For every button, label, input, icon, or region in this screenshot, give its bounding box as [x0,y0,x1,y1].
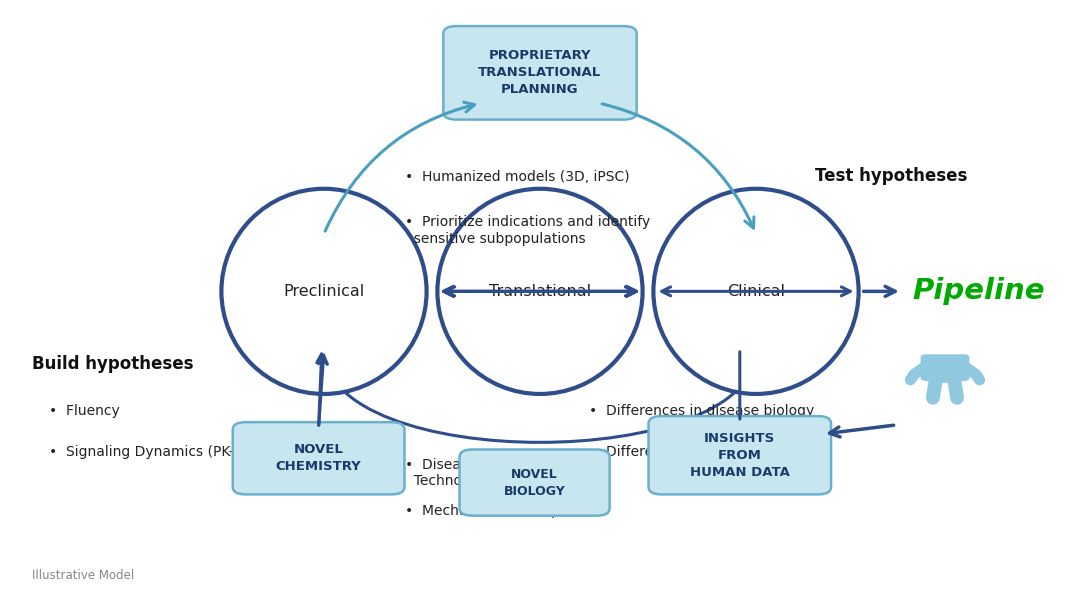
FancyBboxPatch shape [443,26,636,120]
Ellipse shape [653,189,859,394]
Text: •  Disease Cancelling
  Technology: • Disease Cancelling Technology [405,458,553,489]
Text: INSIGHTS
FROM
HUMAN DATA: INSIGHTS FROM HUMAN DATA [690,432,789,479]
FancyArrowPatch shape [446,287,634,296]
FancyArrowPatch shape [603,104,754,228]
FancyBboxPatch shape [460,449,609,516]
FancyArrowPatch shape [444,287,636,296]
Text: •  Differences in disease biology: • Differences in disease biology [589,404,814,418]
FancyArrowPatch shape [864,287,895,296]
FancyArrowPatch shape [444,287,636,296]
FancyBboxPatch shape [920,354,970,381]
FancyArrowPatch shape [316,354,326,425]
Text: NOVEL
CHEMISTRY: NOVEL CHEMISTRY [275,443,362,473]
Text: Pipeline: Pipeline [913,277,1045,305]
FancyBboxPatch shape [940,368,950,371]
Ellipse shape [926,373,964,383]
Ellipse shape [934,362,956,375]
Text: •  Mechanisms of response: • Mechanisms of response [405,504,593,518]
Text: •  Fluency: • Fluency [49,404,120,418]
FancyArrowPatch shape [325,102,474,231]
Text: NOVEL
BIOLOGY: NOVEL BIOLOGY [503,467,566,498]
Text: PROPRIETARY
TRANSLATIONAL
PLANNING: PROPRIETARY TRANSLATIONAL PLANNING [478,49,602,97]
Ellipse shape [221,189,427,394]
Text: •  Differences in drug response: • Differences in drug response [589,445,806,459]
Text: •  Signaling Dynamics (PK-driven): • Signaling Dynamics (PK-driven) [49,445,283,459]
Text: •  Prioritize indications and identify
  sensitive subpopulations: • Prioritize indications and identify se… [405,215,650,246]
Text: Build hypotheses: Build hypotheses [32,355,194,373]
Text: Clinical: Clinical [727,284,785,299]
Text: Preclinical: Preclinical [283,284,365,299]
Text: Illustrative Model: Illustrative Model [32,569,135,582]
Text: Translational: Translational [489,284,591,299]
FancyArrowPatch shape [829,426,893,437]
FancyBboxPatch shape [233,422,404,494]
Text: Test hypotheses: Test hypotheses [814,167,968,185]
FancyArrowPatch shape [662,287,850,296]
Text: •  Humanized models (3D, iPSC): • Humanized models (3D, iPSC) [405,170,630,184]
FancyArrowPatch shape [319,355,327,425]
Ellipse shape [437,189,643,394]
FancyBboxPatch shape [649,416,832,494]
